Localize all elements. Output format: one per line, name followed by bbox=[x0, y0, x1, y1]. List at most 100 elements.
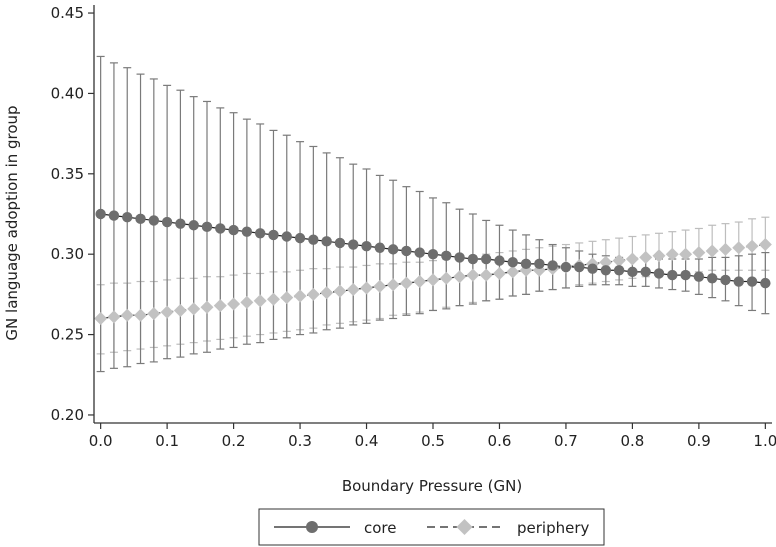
legend-core-marker bbox=[306, 521, 318, 533]
periphery-point bbox=[439, 271, 453, 285]
periphery-point bbox=[160, 305, 174, 319]
core-point bbox=[254, 228, 266, 239]
core-point bbox=[441, 250, 452, 261]
core-point bbox=[188, 220, 199, 231]
x-axis-label: Boundary Pressure (GN) bbox=[342, 477, 522, 495]
core-point bbox=[108, 210, 120, 221]
periphery-point bbox=[320, 286, 334, 300]
core-point bbox=[667, 269, 678, 281]
core-point bbox=[268, 229, 279, 241]
periphery-point bbox=[373, 279, 387, 293]
core-point bbox=[308, 234, 319, 245]
periphery-point bbox=[692, 246, 706, 260]
x-tick-label: 0.3 bbox=[288, 432, 312, 450]
periphery-point bbox=[639, 250, 653, 264]
core-point bbox=[148, 215, 160, 226]
core-point bbox=[348, 239, 359, 250]
core-point bbox=[733, 276, 744, 287]
periphery-point bbox=[718, 242, 732, 256]
periphery-point bbox=[426, 273, 440, 287]
core-point bbox=[627, 266, 638, 278]
core-point bbox=[574, 261, 585, 273]
core-point bbox=[613, 265, 625, 276]
periphery-point bbox=[612, 254, 626, 268]
periphery-point bbox=[213, 299, 227, 313]
x-tick-label: 0.9 bbox=[687, 432, 711, 450]
core-point bbox=[640, 266, 651, 278]
core-point bbox=[321, 236, 332, 247]
x-tick-label: 0.4 bbox=[355, 432, 379, 450]
periphery-point bbox=[240, 295, 254, 309]
core-point bbox=[215, 223, 226, 234]
core-point bbox=[294, 232, 306, 244]
x-tick-label: 0.7 bbox=[554, 432, 578, 450]
periphery-point bbox=[705, 244, 719, 258]
core-point bbox=[95, 208, 106, 220]
periphery-point bbox=[625, 252, 639, 266]
periphery-point bbox=[134, 308, 148, 322]
core-point bbox=[653, 268, 665, 279]
core-point bbox=[507, 257, 518, 268]
x-tick-label: 0.8 bbox=[620, 432, 644, 450]
x-ticks: 0.0 0.1 0.2 0.3 0.4 0.5 0.6 0.7 0.8 0.9 1.0 bbox=[89, 423, 776, 450]
core-point bbox=[361, 240, 372, 252]
y-axis-label: GN language adoption in group bbox=[3, 105, 21, 340]
core-point bbox=[494, 255, 505, 266]
y-tick-label: 0.30 bbox=[51, 245, 84, 263]
core-point bbox=[387, 244, 399, 255]
periphery-point bbox=[652, 249, 666, 263]
periphery-point bbox=[360, 281, 374, 295]
core-point bbox=[241, 226, 253, 237]
periphery-point bbox=[266, 292, 280, 306]
periphery-point bbox=[333, 284, 347, 298]
core-point bbox=[161, 216, 173, 228]
x-tick-label: 0.0 bbox=[89, 432, 113, 450]
periphery-point bbox=[94, 312, 108, 325]
periphery-point bbox=[293, 289, 307, 303]
core-point bbox=[560, 261, 572, 273]
periphery-point bbox=[200, 300, 214, 314]
y-ticks: 0.20 0.25 0.30 0.35 0.40 0.45 bbox=[51, 4, 94, 424]
periphery-point bbox=[679, 247, 693, 261]
core-point bbox=[228, 224, 239, 236]
core-point bbox=[587, 263, 598, 274]
core-point bbox=[520, 258, 532, 270]
core-point bbox=[427, 248, 439, 260]
core-point bbox=[414, 247, 425, 258]
core-point bbox=[720, 274, 731, 286]
periphery-point bbox=[745, 239, 759, 253]
periphery-point bbox=[466, 268, 480, 282]
legend-periphery-marker bbox=[456, 519, 473, 535]
legend-periphery-label: periphery bbox=[517, 519, 590, 537]
core-point bbox=[760, 277, 771, 289]
y-tick-label: 0.45 bbox=[51, 4, 84, 22]
markers-layer bbox=[94, 208, 772, 325]
y-tick-label: 0.25 bbox=[51, 326, 84, 344]
core-point bbox=[401, 245, 412, 257]
periphery-point bbox=[227, 297, 241, 311]
x-tick-label: 0.2 bbox=[222, 432, 246, 450]
periphery-point bbox=[386, 278, 400, 292]
core-point bbox=[175, 218, 186, 229]
core-point bbox=[480, 253, 492, 265]
legend: core periphery bbox=[258, 508, 605, 546]
periphery-point bbox=[665, 247, 679, 261]
x-tick-label: 1.0 bbox=[753, 432, 776, 450]
core-point bbox=[600, 265, 612, 276]
periphery-point bbox=[346, 283, 360, 297]
periphery-point bbox=[492, 266, 506, 280]
periphery-point bbox=[173, 303, 187, 317]
periphery-point bbox=[453, 270, 467, 284]
x-tick-label: 0.6 bbox=[488, 432, 512, 450]
core-point bbox=[534, 258, 545, 270]
periphery-point bbox=[413, 275, 427, 289]
periphery-point bbox=[479, 268, 493, 282]
core-point bbox=[374, 242, 386, 253]
periphery-point bbox=[599, 255, 613, 269]
core-point bbox=[334, 237, 346, 249]
core-point bbox=[454, 252, 465, 263]
periphery-point bbox=[758, 238, 772, 252]
periphery-point bbox=[732, 241, 746, 255]
x-tick-label: 0.5 bbox=[421, 432, 445, 450]
